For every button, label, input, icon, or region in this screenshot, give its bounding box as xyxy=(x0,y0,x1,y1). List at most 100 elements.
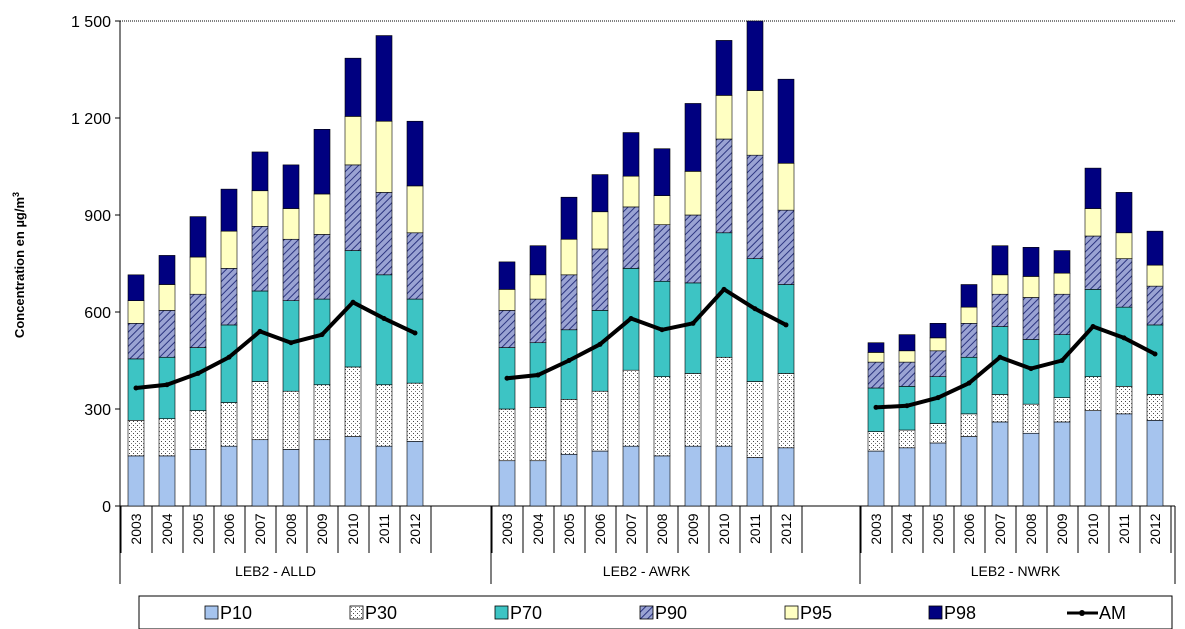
bar-segment-p95 xyxy=(653,195,671,226)
y-tick-label: 1 500 xyxy=(71,14,111,31)
bar-segment-p30 xyxy=(622,369,640,447)
legend-label-p90: P90 xyxy=(655,603,687,623)
bar-segment-p98 xyxy=(498,261,516,290)
bar-segment-p98 xyxy=(1022,247,1040,277)
bar-segment-p98 xyxy=(189,216,207,258)
bar-segment-p30 xyxy=(867,431,885,452)
bar-segment-p95 xyxy=(684,171,702,216)
bar-segment-p98 xyxy=(684,103,702,172)
bar-segment-p70 xyxy=(220,324,238,403)
bar-segment-p10 xyxy=(251,439,269,507)
y-tick-label: 0 xyxy=(102,499,111,516)
bar-segment-p70 xyxy=(282,300,300,392)
bar-segment-p90 xyxy=(1084,235,1102,290)
bar-segment-p30 xyxy=(127,420,145,457)
x-tick-label: 2005 xyxy=(930,513,946,544)
bar-segment-p95 xyxy=(344,116,362,166)
bar-segment-p98 xyxy=(960,284,978,308)
bar-segment-p70 xyxy=(1146,324,1164,395)
bar-segment-p10 xyxy=(344,436,362,507)
bar-segment-p98 xyxy=(1115,192,1133,234)
bar-segment-p95 xyxy=(991,274,1009,295)
bar-segment-p30 xyxy=(158,418,176,457)
am-point xyxy=(319,332,325,338)
y-axis-label-main: Concentration en µg/m xyxy=(12,197,27,338)
y-tick-label: 1 200 xyxy=(71,111,111,128)
am-line xyxy=(875,324,1156,410)
x-tick-label: 2003 xyxy=(499,513,515,544)
x-tick-label: 2009 xyxy=(314,513,330,544)
bar-segment-p95 xyxy=(189,256,207,295)
legend: P10 P30 P70 P90 P95 P98 AM xyxy=(138,595,1173,629)
group-label: LEB2 - AWRK xyxy=(603,563,691,579)
bar-segment-p30 xyxy=(1022,403,1040,434)
bar-segment-p30 xyxy=(344,366,362,437)
x-tick-label: 2006 xyxy=(221,513,237,544)
bar-segment-p98 xyxy=(991,245,1009,276)
legend-swatch-p98 xyxy=(928,605,943,620)
am-point xyxy=(659,327,665,333)
bar-segment-p90 xyxy=(189,293,207,348)
group-label: LEB2 - ALLD xyxy=(235,563,316,579)
bar-segment-p90 xyxy=(498,310,516,348)
bar-segment-p10 xyxy=(220,445,238,507)
bar-segment-p95 xyxy=(251,190,269,227)
legend-label-p95: P95 xyxy=(800,603,832,623)
bar-segment-p10 xyxy=(684,445,702,507)
bar-segment-p90 xyxy=(746,154,764,259)
am-point xyxy=(1028,366,1034,372)
am-point xyxy=(873,404,879,410)
bar-segment-p10 xyxy=(189,449,207,507)
bar-segment-p95 xyxy=(529,274,547,300)
am-point xyxy=(935,395,941,401)
bar-segment-p10 xyxy=(498,460,516,507)
bar-segment-p95 xyxy=(898,350,916,363)
bar-segment-p30 xyxy=(653,376,671,457)
bar-segment-p90 xyxy=(529,298,547,344)
bar-segment-p98 xyxy=(251,151,269,192)
am-point xyxy=(257,328,263,334)
bar-segment-p90 xyxy=(1146,285,1164,326)
x-tick-label: 2010 xyxy=(345,513,361,544)
bar-segment-p70 xyxy=(591,310,609,392)
bar-segment-p90 xyxy=(406,232,424,300)
legend-marker-am xyxy=(1079,610,1085,616)
bar-segment-p30 xyxy=(1084,376,1102,411)
x-tick-label: 2009 xyxy=(685,513,701,544)
bar-segment-p95 xyxy=(220,230,238,269)
legend-swatch-p95 xyxy=(784,605,799,620)
bar-segment-p98 xyxy=(560,196,578,240)
bar-segment-p30 xyxy=(406,382,424,442)
bar-segment-p98 xyxy=(158,255,176,285)
y-tick-label: 300 xyxy=(84,402,111,419)
bar-segment-p10 xyxy=(158,455,176,507)
legend-label-p98: P98 xyxy=(944,603,976,623)
legend-box xyxy=(138,595,1173,629)
bar-segment-p90 xyxy=(344,164,362,251)
bar-segment-p30 xyxy=(1146,394,1164,421)
x-tick-label: 2008 xyxy=(283,513,299,544)
bar-segment-p30 xyxy=(189,410,207,450)
bar-segment-p95 xyxy=(1022,276,1040,298)
bar-segment-p10 xyxy=(777,447,795,507)
bar-segment-p70 xyxy=(1053,334,1071,398)
x-tick-label: 2006 xyxy=(592,513,608,544)
bar-segment-p95 xyxy=(715,95,733,140)
bar-segment-p10 xyxy=(622,445,640,507)
bar-segment-p90 xyxy=(622,206,640,269)
bar-segment-p30 xyxy=(777,373,795,449)
am-point xyxy=(1090,324,1096,330)
x-tick-label: 2005 xyxy=(561,513,577,544)
bar-segment-p10 xyxy=(991,421,1009,507)
bar-segment-p98 xyxy=(529,245,547,276)
y-tick-label: 600 xyxy=(84,305,111,322)
bar-segment-p90 xyxy=(777,209,795,285)
bar-segment-p10 xyxy=(529,460,547,507)
bar-segment-p98 xyxy=(898,334,916,352)
bar-segment-p90 xyxy=(158,310,176,358)
x-tick-label: 2007 xyxy=(623,513,639,544)
bar-segment-p98 xyxy=(127,274,145,301)
bar-segment-p98 xyxy=(591,174,609,213)
bar-segment-p90 xyxy=(898,361,916,387)
bar-segment-p95 xyxy=(867,352,885,363)
